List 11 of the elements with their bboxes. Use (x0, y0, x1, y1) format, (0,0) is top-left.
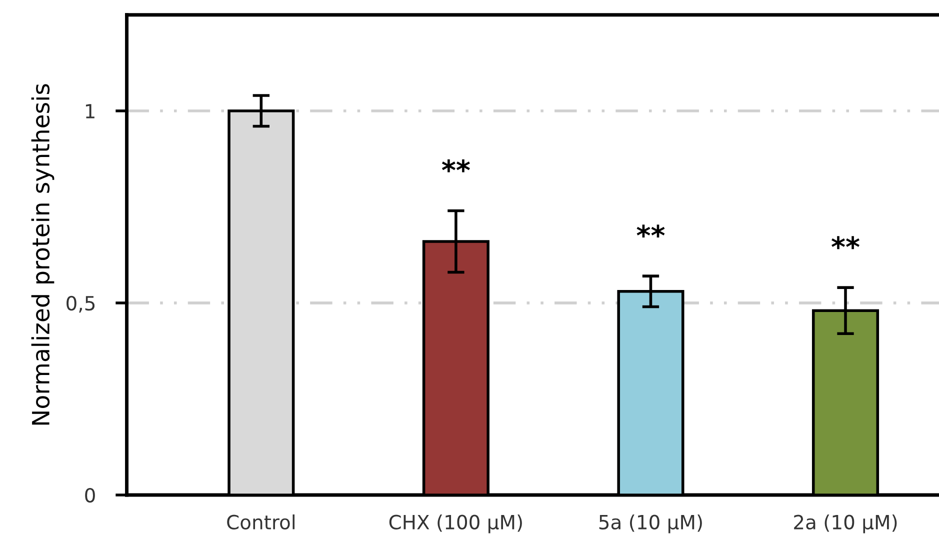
annotation: ** (832, 236, 860, 250)
annotation: ** (636, 224, 665, 238)
x-tick-label: 2a (10 µM) (794, 514, 897, 534)
annotation: ** (442, 159, 470, 172)
y-tick-label: 0,5 (66, 296, 95, 313)
y-tick-label: 1 (86, 104, 94, 118)
y-tick-label: 0 (85, 488, 95, 503)
x-tick-label: 5a (10 µM) (599, 514, 702, 534)
x-tick-label: Control (227, 514, 294, 530)
x-tick-label: CHX (100 µM) (389, 514, 522, 534)
y-axis-title: Normalized protein synthesis (31, 84, 54, 425)
